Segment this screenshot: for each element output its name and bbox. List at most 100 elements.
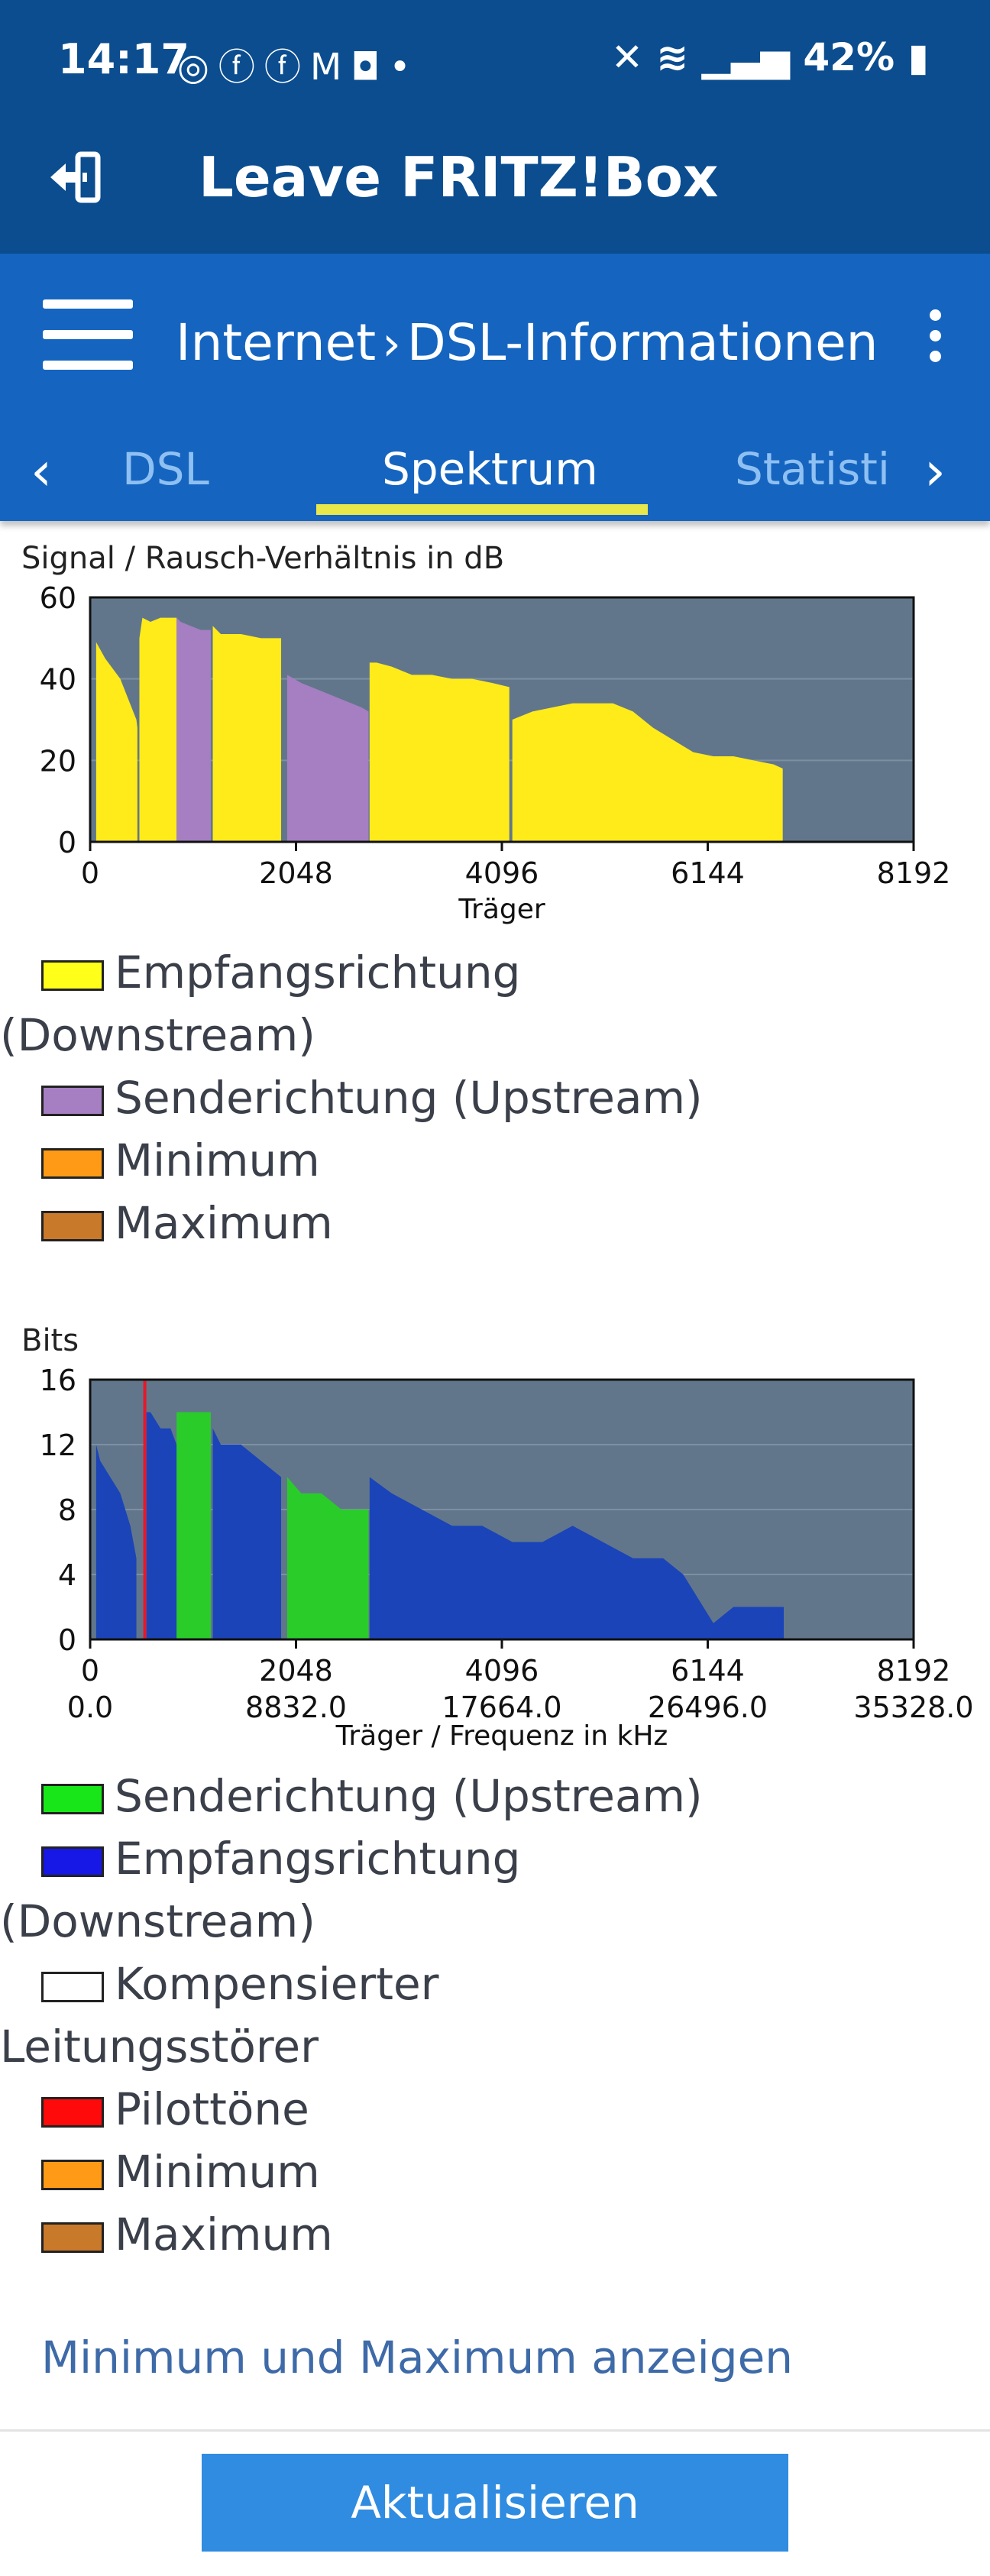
status-time: 14:17: [58, 35, 189, 83]
legend-label: Leitungsstörer: [0, 2021, 319, 2073]
whatsapp-icon: ◎: [177, 46, 218, 89]
series-area: [95, 642, 138, 842]
legend-label: Kompensierter: [115, 1958, 439, 2010]
legend-item-downstream[interactable]: Empfangsrichtung: [41, 941, 703, 1004]
exit-icon[interactable]: [49, 150, 104, 205]
legend-swatch: [41, 1211, 104, 1241]
legend-item-downstream[interactable]: Empfangsrichtung: [41, 1827, 703, 1890]
x-tick-label: 8192: [877, 1654, 951, 1688]
tab-scroll-left-icon[interactable]: ‹: [31, 440, 52, 503]
tab-scroll-right-icon[interactable]: ›: [924, 440, 946, 503]
y-tick-label: 0: [58, 1623, 76, 1657]
legend-item-compensated-cont: Leitungsstörer: [0, 2015, 662, 2078]
legend-label: (Downstream): [0, 1895, 315, 1947]
snr-chart: 0 20 40 60 0 2048 4096 6144 8192 Träger: [40, 581, 951, 925]
dot-icon: •: [389, 46, 420, 89]
x-axis-label: Träger / Frequenz in kHz: [335, 1720, 668, 1752]
y-tick-label: 20: [40, 744, 76, 778]
breadcrumb-current: DSL-Informationen: [406, 313, 878, 372]
legend-item-compensated[interactable]: Kompensierter: [41, 1953, 703, 2015]
x-tick-label-secondary: 26496.0: [648, 1691, 768, 1724]
x-tick-label-secondary: 17664.0: [442, 1691, 561, 1724]
legend-item-downstream-cont: (Downstream): [0, 1890, 662, 1953]
battery-icon: ▮: [907, 35, 929, 79]
series-area: [176, 617, 211, 842]
y-tick-label: 40: [40, 663, 76, 697]
more-options-icon[interactable]: [921, 309, 949, 363]
notification-icons: ◎ⓕⓕM◘•: [177, 37, 420, 90]
breadcrumb-parent[interactable]: Internet: [176, 313, 377, 372]
legend-swatch: [41, 960, 104, 991]
mute-icon: ✕: [610, 35, 643, 79]
legend-swatch: [41, 2097, 104, 2128]
app-bar: Leave FRITZ!Box: [0, 126, 990, 254]
y-tick-label: 16: [40, 1364, 76, 1397]
series-area: [139, 617, 177, 842]
x-tick-label-secondary: 0.0: [67, 1691, 113, 1724]
x-tick-label: 0: [81, 1654, 99, 1688]
x-tick-label: 2048: [259, 1654, 333, 1688]
y-tick-label: 4: [58, 1558, 76, 1592]
breadcrumb-chevron-icon: ›: [382, 316, 401, 371]
series-area: [212, 1428, 282, 1639]
active-tab-indicator: [316, 504, 648, 515]
legend-item-maximum[interactable]: Maximum: [41, 1192, 703, 1254]
battery-level: 42%: [803, 35, 895, 79]
series-area: [512, 703, 783, 842]
status-right: ✕ ≋ ▁▃▅ 42% ▮: [611, 35, 929, 79]
legend-label: Senderichtung (Upstream): [115, 1072, 703, 1124]
legend-label: Minimum: [115, 2146, 320, 2198]
y-tick-label: 0: [58, 826, 76, 859]
legend-label: Pilottöne: [115, 2083, 309, 2135]
y-tick-label: 8: [58, 1493, 76, 1527]
x-tick-label: 2048: [259, 856, 333, 890]
tab-dsl[interactable]: DSL: [122, 443, 209, 495]
series-area: [369, 1477, 784, 1639]
legend-item-downstream-cont: (Downstream): [0, 1004, 662, 1066]
legend-swatch: [41, 1148, 104, 1179]
legend-swatch: [41, 1846, 104, 1877]
legend-swatch: [41, 1086, 104, 1116]
legend-label: Minimum: [115, 1134, 320, 1186]
tab-statistik[interactable]: Statistik: [735, 443, 888, 495]
show-minmax-link[interactable]: Minimum und Maximum anzeigen: [41, 2332, 794, 2383]
x-axis-label: Träger: [458, 894, 545, 925]
legend-item-upstream[interactable]: Senderichtung (Upstream): [41, 1066, 703, 1129]
series-area: [286, 675, 369, 842]
legend-item-pilot[interactable]: Pilottöne: [41, 2078, 703, 2141]
x-tick-label: 6144: [671, 856, 745, 890]
breadcrumb: Internet › DSL-Informationen: [176, 313, 878, 372]
series-area: [286, 1477, 369, 1639]
menu-icon[interactable]: [43, 299, 133, 370]
legend-swatch: [41, 1972, 104, 2002]
x-tick-label-secondary: 8832.0: [245, 1691, 347, 1724]
x-tick-label: 8192: [877, 856, 951, 890]
legend-item-maximum[interactable]: Maximum: [41, 2203, 703, 2266]
x-tick-label: 4096: [465, 856, 539, 890]
status-bar: 14:17 ◎ⓕⓕM◘• ✕ ≋ ▁▃▅ 42% ▮: [0, 0, 990, 126]
legend-item-minimum[interactable]: Minimum: [41, 2141, 703, 2203]
series-area: [369, 662, 510, 842]
legend-label: Maximum: [115, 2209, 333, 2260]
facebook-icon: ⓕ: [218, 46, 264, 89]
chart2-title: Bits: [21, 1323, 79, 1358]
nav-bar: Internet › DSL-Informationen ‹ DSL Spektru…: [0, 254, 990, 521]
facebook-icon: ⓕ: [264, 46, 310, 89]
tab-spektrum[interactable]: Spektrum: [382, 443, 598, 495]
legend-label: Maximum: [115, 1197, 333, 1249]
legend-item-minimum[interactable]: Minimum: [41, 1129, 703, 1192]
legend-label: Senderichtung (Upstream): [115, 1770, 703, 1822]
legend-item-upstream[interactable]: Senderichtung (Upstream): [41, 1765, 703, 1827]
legend-label: (Downstream): [0, 1009, 315, 1061]
x-tick-label: 4096: [465, 1654, 539, 1688]
chart1-legend: Empfangsrichtung (Downstream) Sendericht…: [0, 941, 703, 1254]
instagram-icon: ◘: [351, 46, 390, 89]
refresh-button[interactable]: Aktualisieren: [202, 2454, 788, 2552]
series-area: [212, 626, 282, 842]
legend-swatch: [41, 2222, 104, 2253]
y-tick-label: 60: [40, 581, 76, 615]
y-tick-label: 12: [40, 1429, 76, 1462]
legend-swatch: [41, 1784, 104, 1814]
tab-bar: ‹ DSL Spektrum Statistik ›: [0, 428, 990, 521]
x-tick-label: 0: [81, 856, 99, 890]
